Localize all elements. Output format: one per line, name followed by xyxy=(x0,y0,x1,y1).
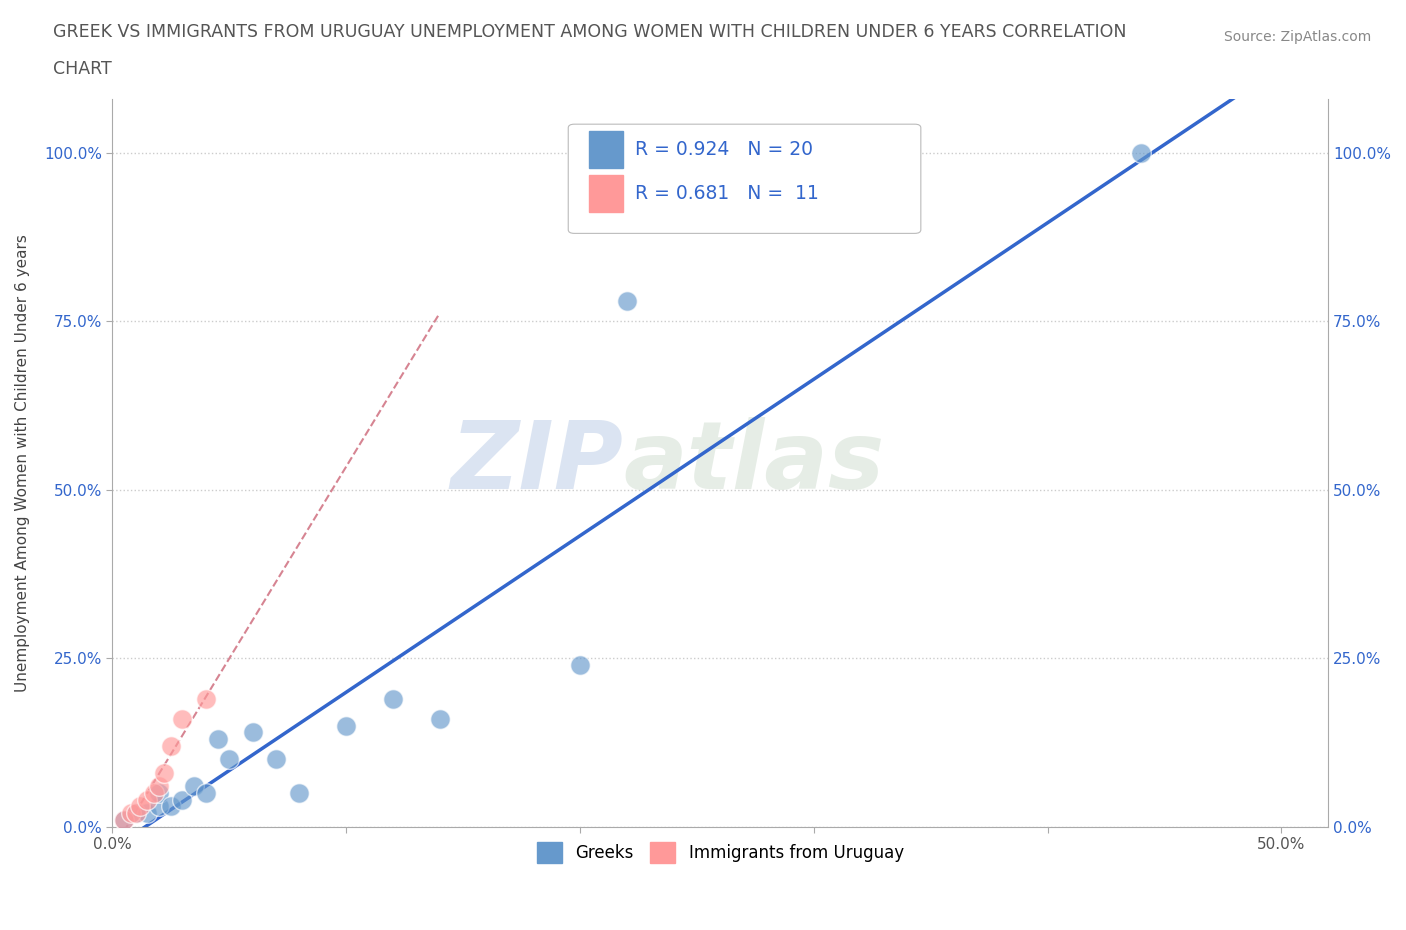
Point xyxy=(112,813,135,828)
Text: CHART: CHART xyxy=(53,60,112,78)
FancyBboxPatch shape xyxy=(568,125,921,233)
Point xyxy=(148,778,170,793)
Point xyxy=(194,786,217,801)
Point xyxy=(183,778,205,793)
Text: atlas: atlas xyxy=(623,417,884,509)
Y-axis label: Unemployment Among Women with Children Under 6 years: Unemployment Among Women with Children U… xyxy=(15,233,30,692)
Point xyxy=(264,751,287,766)
Point xyxy=(125,805,148,820)
Point xyxy=(172,792,194,807)
Point xyxy=(616,294,638,309)
Point xyxy=(148,799,170,814)
Point xyxy=(129,799,152,814)
Point xyxy=(335,718,357,733)
Point xyxy=(125,805,148,820)
Legend: Greeks, Immigrants from Uruguay: Greeks, Immigrants from Uruguay xyxy=(530,836,910,870)
Bar xyxy=(589,175,623,211)
Point xyxy=(143,786,166,801)
Point xyxy=(381,691,404,706)
Point xyxy=(242,724,264,739)
Bar xyxy=(589,131,623,167)
Point xyxy=(194,691,217,706)
Point xyxy=(218,751,240,766)
Point xyxy=(148,786,170,801)
Point xyxy=(152,765,174,780)
Point xyxy=(429,711,451,726)
Text: GREEK VS IMMIGRANTS FROM URUGUAY UNEMPLOYMENT AMONG WOMEN WITH CHILDREN UNDER 6 : GREEK VS IMMIGRANTS FROM URUGUAY UNEMPLO… xyxy=(53,23,1128,41)
Point xyxy=(159,738,181,753)
Text: Source: ZipAtlas.com: Source: ZipAtlas.com xyxy=(1223,30,1371,44)
Point xyxy=(568,658,591,672)
Point xyxy=(207,732,229,747)
Text: ZIP: ZIP xyxy=(450,417,623,509)
Point xyxy=(288,786,311,801)
Point xyxy=(172,711,194,726)
Text: R = 0.924   N = 20: R = 0.924 N = 20 xyxy=(636,140,813,159)
Point xyxy=(112,813,135,828)
Point xyxy=(120,805,142,820)
Point xyxy=(136,792,159,807)
Text: R = 0.681   N =  11: R = 0.681 N = 11 xyxy=(636,184,818,203)
Point xyxy=(159,799,181,814)
Point xyxy=(136,805,159,820)
Point xyxy=(1130,145,1153,160)
